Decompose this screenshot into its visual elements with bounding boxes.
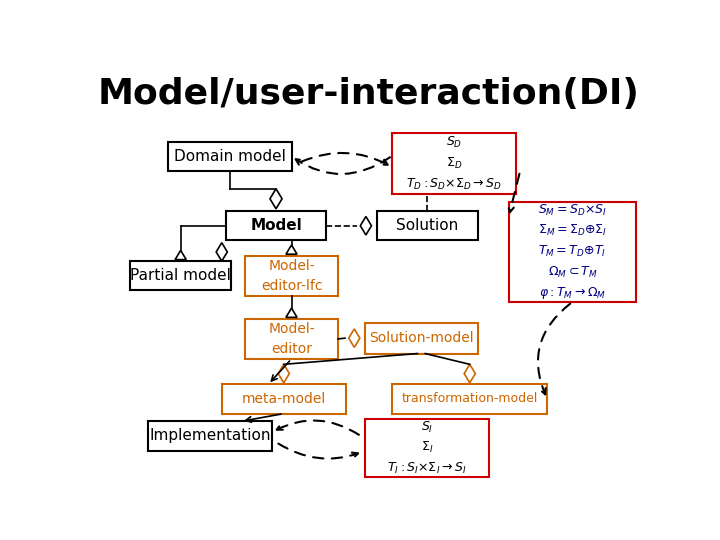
Text: Partial model: Partial model bbox=[130, 268, 231, 284]
Text: Domain model: Domain model bbox=[174, 149, 285, 164]
Text: meta-model: meta-model bbox=[242, 392, 326, 406]
Polygon shape bbox=[278, 364, 289, 383]
Text: Implementation: Implementation bbox=[149, 428, 271, 443]
Bar bbox=[377, 211, 477, 240]
Polygon shape bbox=[286, 308, 297, 318]
Bar bbox=[365, 419, 489, 477]
Bar bbox=[148, 421, 272, 450]
Bar bbox=[130, 261, 231, 291]
Text: Model-
editor-lfc: Model- editor-lfc bbox=[261, 259, 323, 293]
Text: Model/user-interaction(DI): Model/user-interaction(DI) bbox=[98, 77, 640, 111]
Bar bbox=[222, 384, 346, 414]
Text: Solution: Solution bbox=[396, 218, 458, 233]
Polygon shape bbox=[348, 329, 360, 347]
Bar bbox=[225, 211, 326, 240]
Polygon shape bbox=[216, 242, 228, 261]
Bar bbox=[168, 142, 292, 171]
Bar bbox=[508, 202, 636, 302]
Bar bbox=[392, 384, 547, 414]
Bar bbox=[392, 132, 516, 194]
Text: Solution-model: Solution-model bbox=[369, 331, 474, 345]
Bar bbox=[245, 256, 338, 296]
Polygon shape bbox=[286, 245, 297, 254]
Polygon shape bbox=[175, 251, 186, 260]
Text: Model-
editor: Model- editor bbox=[268, 322, 315, 356]
Text: $S_M{=}S_D{\times}S_I$
$\Sigma_M{=}\Sigma_D{\oplus}\Sigma_I$
$T_M{=}T_D{\oplus}T: $S_M{=}S_D{\times}S_I$ $\Sigma_M{=}\Sigm… bbox=[538, 202, 607, 301]
Text: $S_I$
$\Sigma_I$
$T_I{:}S_I{\times}\Sigma_I{\rightarrow}S_I$: $S_I$ $\Sigma_I$ $T_I{:}S_I{\times}\Sigm… bbox=[387, 420, 467, 476]
Text: $S_D$
$\Sigma_D$
$T_D{:}S_D{\times}\Sigma_D{\rightarrow}S_D$: $S_D$ $\Sigma_D$ $T_D{:}S_D{\times}\Sigm… bbox=[406, 135, 503, 192]
Polygon shape bbox=[360, 217, 372, 235]
Text: Model: Model bbox=[250, 218, 302, 233]
Text: transformation-model: transformation-model bbox=[402, 393, 538, 406]
Bar bbox=[245, 319, 338, 359]
Bar bbox=[365, 323, 477, 354]
Polygon shape bbox=[464, 364, 475, 383]
Polygon shape bbox=[270, 189, 282, 209]
